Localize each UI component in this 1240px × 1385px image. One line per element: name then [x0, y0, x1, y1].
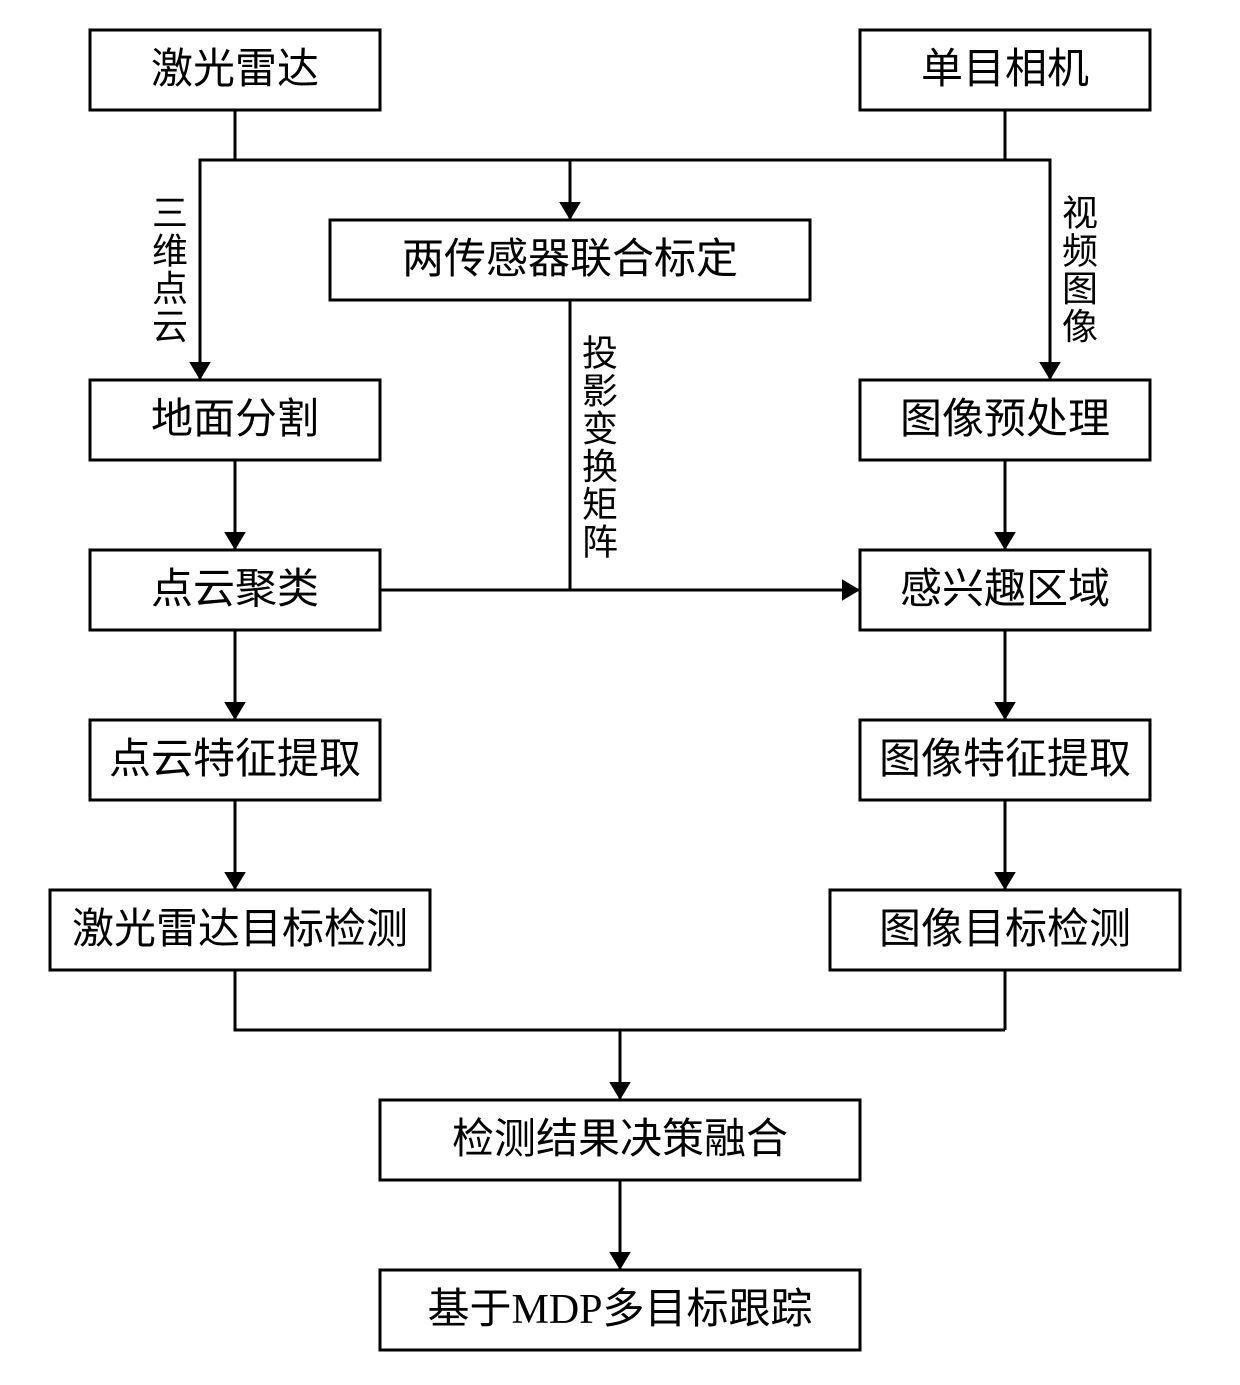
node-label: 检测结果决策融合 [452, 1116, 788, 1163]
arrowhead [224, 532, 246, 550]
edge-label: 云 [152, 307, 188, 347]
flowchart-canvas: 三维点云视频图像投影变换矩阵激光雷达单目相机两传感器联合标定地面分割图像预处理点… [0, 0, 1240, 1385]
node-label: 地面分割 [151, 397, 319, 443]
edge-label: 阵 [582, 523, 618, 563]
edge-e10 [224, 800, 246, 890]
arrowhead [609, 1252, 631, 1270]
arrowhead [994, 702, 1016, 720]
edge-line [1005, 110, 1050, 380]
node-camera: 单目相机 [860, 30, 1150, 110]
node-label: 点云特征提取 [109, 737, 361, 783]
edge-label: 投 [582, 334, 618, 374]
node-roi: 感兴趣区域 [860, 550, 1150, 630]
node-fusion: 检测结果决策融合 [380, 1100, 860, 1180]
edge-e6 [994, 460, 1016, 550]
node-label: 点云聚类 [151, 567, 319, 613]
node-imgfeat: 图像特征提取 [860, 720, 1150, 800]
edge-e1: 三维点云 [152, 110, 235, 380]
arrowhead [1039, 362, 1061, 380]
arrowhead [189, 362, 211, 380]
node-lidardet: 激光雷达目标检测 [50, 890, 430, 970]
edge-label: 视 [1062, 194, 1098, 234]
node-pcfeat: 点云特征提取 [90, 720, 380, 800]
node-label: 单目相机 [921, 47, 1089, 93]
edge-e12 [235, 970, 1005, 1030]
edge-label: 点 [152, 269, 188, 309]
node-label: 基于MDP多目标跟踪 [427, 1287, 812, 1333]
edge-label: 维 [152, 231, 188, 271]
node-preproc: 图像预处理 [860, 380, 1150, 460]
edge-e11 [994, 800, 1016, 890]
arrowhead [842, 579, 860, 601]
edge-line [200, 110, 235, 380]
node-mdp: 基于MDP多目标跟踪 [380, 1270, 860, 1350]
edge-label: 影 [582, 371, 618, 411]
edge-label: 换 [582, 447, 618, 487]
edge-label: 三 [152, 194, 188, 234]
edge-e14 [609, 1180, 631, 1270]
edge-label: 像 [1062, 307, 1098, 347]
edge-e8 [224, 630, 246, 720]
edge-e5 [224, 460, 246, 550]
node-label: 两传感器联合标定 [402, 236, 738, 283]
edge-line [235, 970, 1005, 1030]
edge-label: 图 [1062, 269, 1098, 309]
arrowhead [609, 1082, 631, 1100]
arrowhead [559, 202, 581, 220]
nodes-layer: 激光雷达 单目相机两传感器联合标定地面分割 图像预处理点云聚类 感兴趣区域点云特征提取… [50, 30, 1180, 1350]
arrowhead [994, 532, 1016, 550]
edge-e3b [559, 160, 581, 220]
edge-e9 [994, 630, 1016, 720]
node-label: 图像预处理 [900, 397, 1110, 443]
arrowhead [994, 872, 1016, 890]
node-label: 图像特征提取 [879, 737, 1131, 783]
edge-e2: 视频图像 [1005, 110, 1098, 380]
edge-e13b [609, 1030, 631, 1100]
node-imgdet: 图像目标检测 [830, 890, 1180, 970]
node-label: 激光雷达 [151, 47, 319, 93]
edge-e4: 投影变换矩阵 [570, 300, 860, 601]
node-cluster: 点云聚类 [90, 550, 380, 630]
node-label: 激光雷达目标检测 [72, 906, 408, 953]
node-label: 感兴趣区域 [900, 567, 1110, 613]
edge-label: 频 [1062, 231, 1098, 271]
edge-label: 变 [582, 409, 618, 449]
arrowhead [224, 702, 246, 720]
node-label: 图像目标检测 [879, 906, 1131, 953]
node-lidar: 激光雷达 [90, 30, 380, 110]
node-ground: 地面分割 [90, 380, 380, 460]
node-calib: 两传感器联合标定 [330, 220, 810, 300]
edge-label: 矩 [582, 485, 618, 525]
arrowhead [224, 872, 246, 890]
